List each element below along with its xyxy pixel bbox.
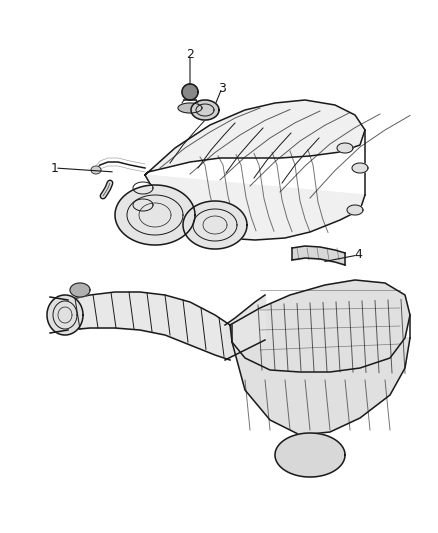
Polygon shape [115,185,195,245]
Polygon shape [352,163,368,173]
Polygon shape [183,201,247,249]
Polygon shape [337,143,353,153]
Polygon shape [230,280,410,435]
Polygon shape [230,280,410,372]
Polygon shape [70,283,90,297]
Polygon shape [178,103,202,113]
Text: 4: 4 [354,248,362,262]
Text: 3: 3 [218,82,226,94]
Polygon shape [91,166,101,174]
Polygon shape [275,433,345,477]
Polygon shape [191,100,219,120]
Text: 2: 2 [186,49,194,61]
Polygon shape [145,100,365,240]
Polygon shape [182,84,198,100]
Polygon shape [47,295,83,335]
Polygon shape [347,205,363,215]
Text: 1: 1 [51,161,59,174]
